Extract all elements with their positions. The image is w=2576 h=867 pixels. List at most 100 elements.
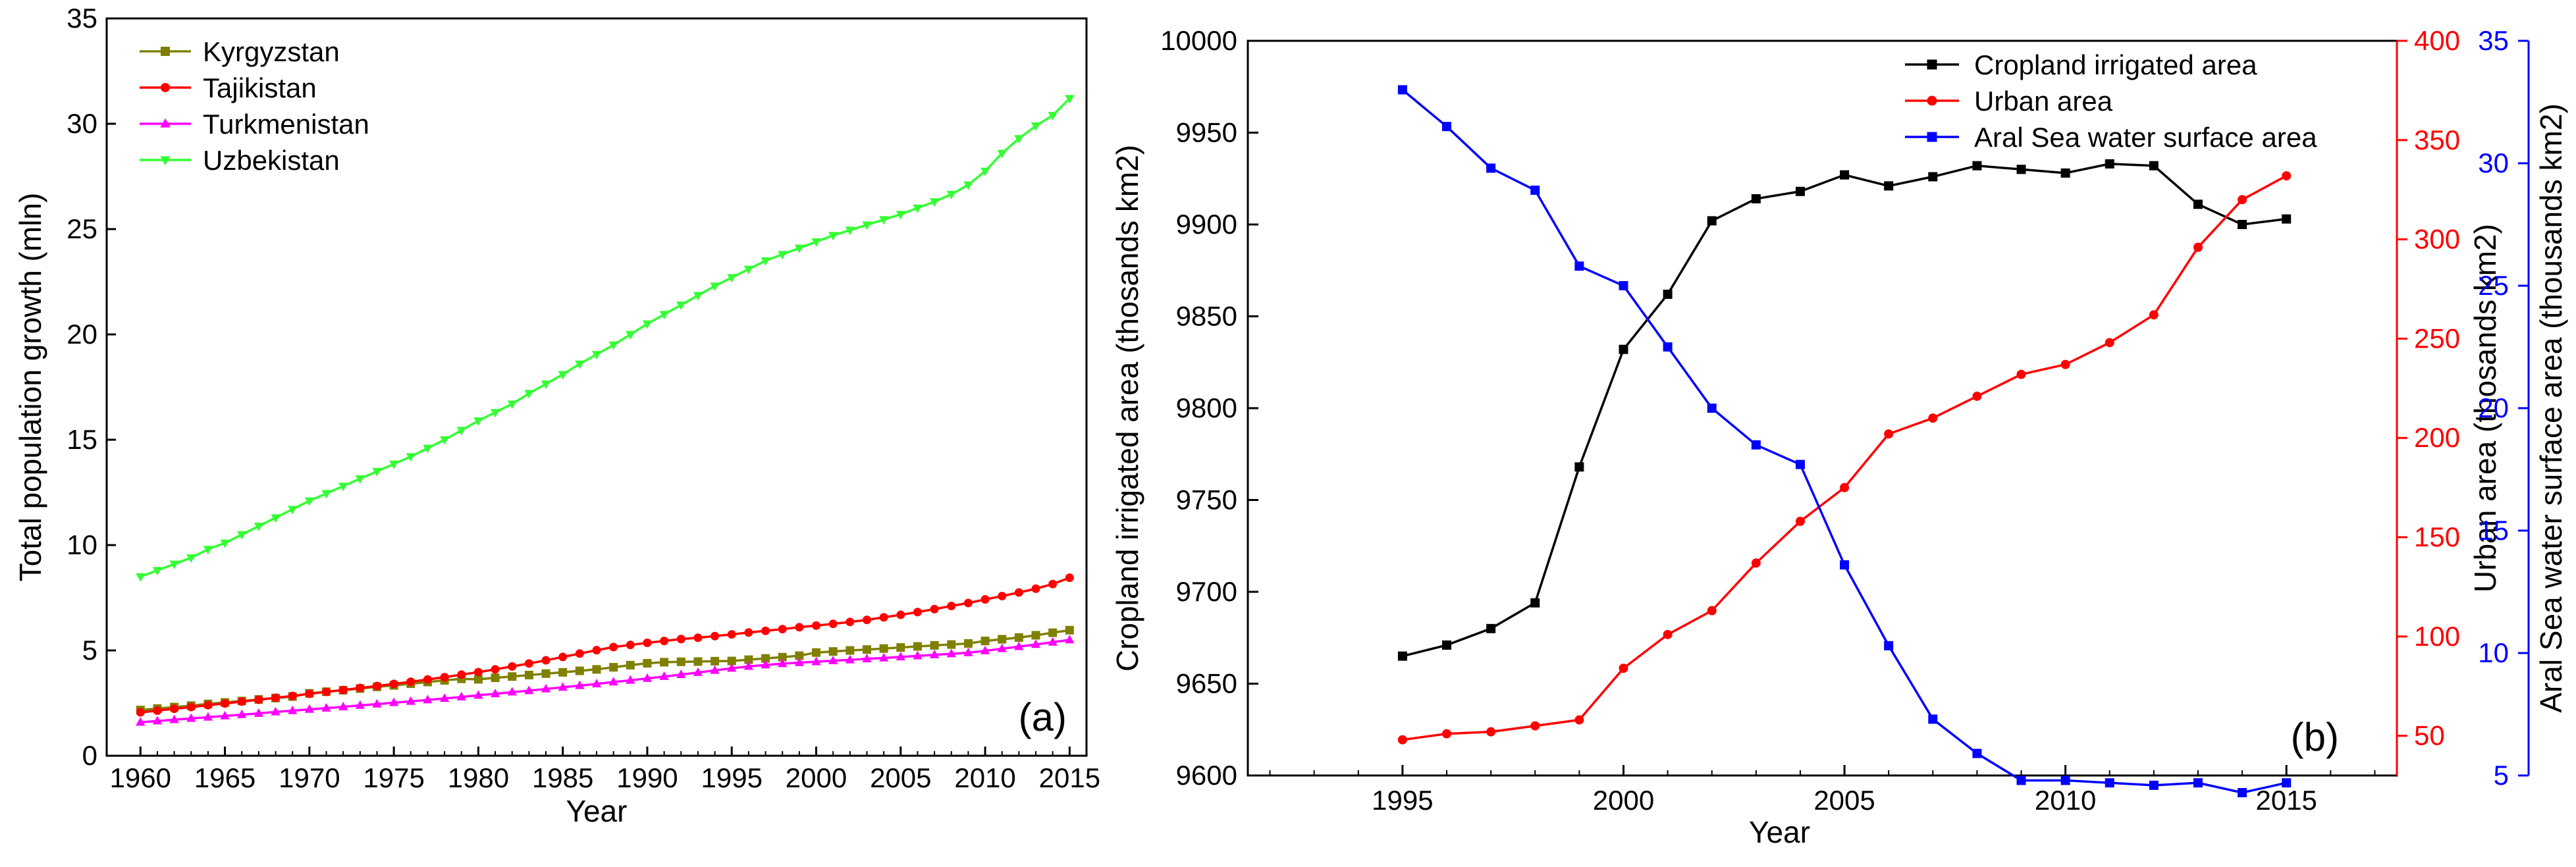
data-point-tajikistan (575, 649, 584, 658)
y-tick-label-aral: 30 (2478, 147, 2509, 178)
data-point-kyrgyzstan (508, 672, 517, 681)
data-point-uzbekistan (237, 531, 247, 540)
data-point-tajikistan (372, 681, 381, 691)
data-point-kyrgyzstan (1014, 633, 1023, 642)
data-point-aral-sea-water-surface-area (1840, 560, 1850, 570)
data-point-tajikistan (913, 608, 922, 617)
data-point-tajikistan (609, 643, 618, 652)
legend-label-tajikistan: Tajikistan (203, 72, 317, 103)
data-point-uzbekistan (811, 238, 821, 247)
data-point-turkmenistan (186, 713, 196, 722)
data-point-tajikistan (356, 683, 365, 693)
data-point-kyrgyzstan (609, 663, 618, 672)
y-tick-label-a: 35 (67, 3, 97, 34)
data-point-tajikistan (744, 628, 753, 637)
data-point-turkmenistan (237, 709, 247, 718)
data-point-turkmenistan (338, 701, 348, 710)
data-point-uzbekistan (1014, 135, 1024, 144)
legend-label-urban-area: Urban area (1974, 86, 2113, 117)
data-point-tajikistan (170, 704, 179, 714)
y-tick-label-aral: 15 (2478, 515, 2509, 546)
data-point-urban-area (1972, 391, 1982, 401)
data-point-cropland-irrigated-area (1884, 181, 1894, 191)
data-point-urban-area (2282, 171, 2292, 181)
x-tick-label-b: 2005 (1813, 785, 1875, 816)
data-point-aral-sea-water-surface-area (1663, 342, 1673, 352)
y-tick-label-aral: 5 (2494, 760, 2509, 791)
x-tick-label-a: 2015 (1039, 762, 1100, 793)
data-point-tajikistan (423, 675, 432, 684)
data-point-urban-area (2060, 359, 2070, 369)
x-tick-label-a: 1980 (448, 762, 509, 793)
x-tick-label-a: 2010 (954, 762, 1015, 793)
series-line-cropland-irrigated-area (1402, 163, 2287, 658)
data-point-uzbekistan (1065, 95, 1075, 104)
y-axis-title-urban: Urban area (thosands km2) (2468, 224, 2502, 592)
data-point-turkmenistan (794, 657, 805, 666)
data-point-aral-sea-water-surface-area (1928, 714, 1938, 724)
legend-marker-kyrgyzstan (161, 47, 170, 56)
y-tick-label-urban: 400 (2414, 25, 2460, 56)
data-point-turkmenistan (406, 696, 416, 705)
data-point-uzbekistan (946, 191, 956, 199)
data-point-kyrgyzstan (812, 648, 821, 657)
y-tick-label-urban: 100 (2414, 621, 2460, 652)
data-point-kyrgyzstan (676, 657, 685, 666)
data-point-cropland-irrigated-area (1486, 623, 1496, 633)
data-point-kyrgyzstan (845, 646, 855, 655)
data-point-kyrgyzstan (1065, 625, 1074, 635)
data-point-uzbekistan (626, 330, 635, 340)
data-point-kyrgyzstan (524, 670, 533, 679)
y-axis-title-cropland: Cropland irrigated area (thosands km2) (1110, 145, 1144, 671)
x-tick-label-a: 1975 (363, 762, 424, 793)
data-point-aral-sea-water-surface-area (1751, 440, 1761, 450)
data-point-cropland-irrigated-area (1840, 170, 1850, 180)
data-point-kyrgyzstan (558, 668, 568, 677)
legend-label-kyrgyzstan: Kyrgyzstan (203, 36, 340, 67)
y-tick-label-a: 25 (67, 213, 97, 244)
data-point-uzbekistan (152, 567, 163, 576)
data-point-uzbekistan (997, 149, 1007, 159)
data-point-aral-sea-water-surface-area (1530, 185, 1540, 195)
data-point-turkmenistan (203, 712, 213, 721)
data-point-turkmenistan (963, 647, 973, 656)
data-point-tajikistan (1065, 573, 1074, 583)
data-point-kyrgyzstan (980, 637, 990, 646)
data-point-tajikistan (727, 630, 736, 639)
x-tick-label-b: 1995 (1372, 785, 1433, 816)
data-point-kyrgyzstan (1048, 628, 1058, 637)
data-point-turkmenistan (152, 716, 163, 725)
data-point-uzbekistan (186, 554, 196, 563)
data-point-kyrgyzstan (473, 675, 483, 684)
data-point-turkmenistan (710, 665, 720, 674)
data-point-uzbekistan (338, 483, 348, 492)
data-point-turkmenistan (304, 704, 315, 713)
y-tick-label-urban: 250 (2414, 323, 2460, 354)
data-point-tajikistan (947, 601, 956, 610)
data-point-uzbekistan (288, 506, 298, 515)
data-point-tajikistan (203, 700, 213, 710)
data-point-tajikistan (389, 679, 398, 689)
data-point-aral-sea-water-surface-area (1884, 641, 1894, 650)
data-point-tajikistan (1014, 588, 1023, 597)
data-point-tajikistan (592, 646, 601, 655)
data-point-kyrgyzstan (727, 656, 736, 666)
data-point-tajikistan (491, 665, 500, 674)
data-point-uzbekistan (828, 232, 838, 241)
data-point-uzbekistan (676, 302, 686, 310)
y-tick-label-urban: 350 (2414, 124, 2460, 155)
legend-label-uzbekistan: Uzbekistan (203, 145, 340, 176)
data-point-uzbekistan (1048, 112, 1058, 120)
data-point-uzbekistan (878, 216, 889, 225)
y-tick-label-cropland: 9650 (1176, 668, 1237, 699)
legend-marker-cropland-irrigated-area (1927, 59, 1937, 70)
data-point-turkmenistan (591, 679, 602, 688)
data-point-turkmenistan (220, 710, 230, 720)
data-point-kyrgyzstan (963, 639, 973, 648)
data-point-cropland-irrigated-area (1574, 462, 1584, 472)
data-point-turkmenistan (136, 717, 146, 726)
legend-label-turkmenistan: Turkmenistan (203, 109, 369, 140)
data-point-urban-area (1574, 715, 1584, 725)
data-point-kyrgyzstan (879, 644, 888, 653)
